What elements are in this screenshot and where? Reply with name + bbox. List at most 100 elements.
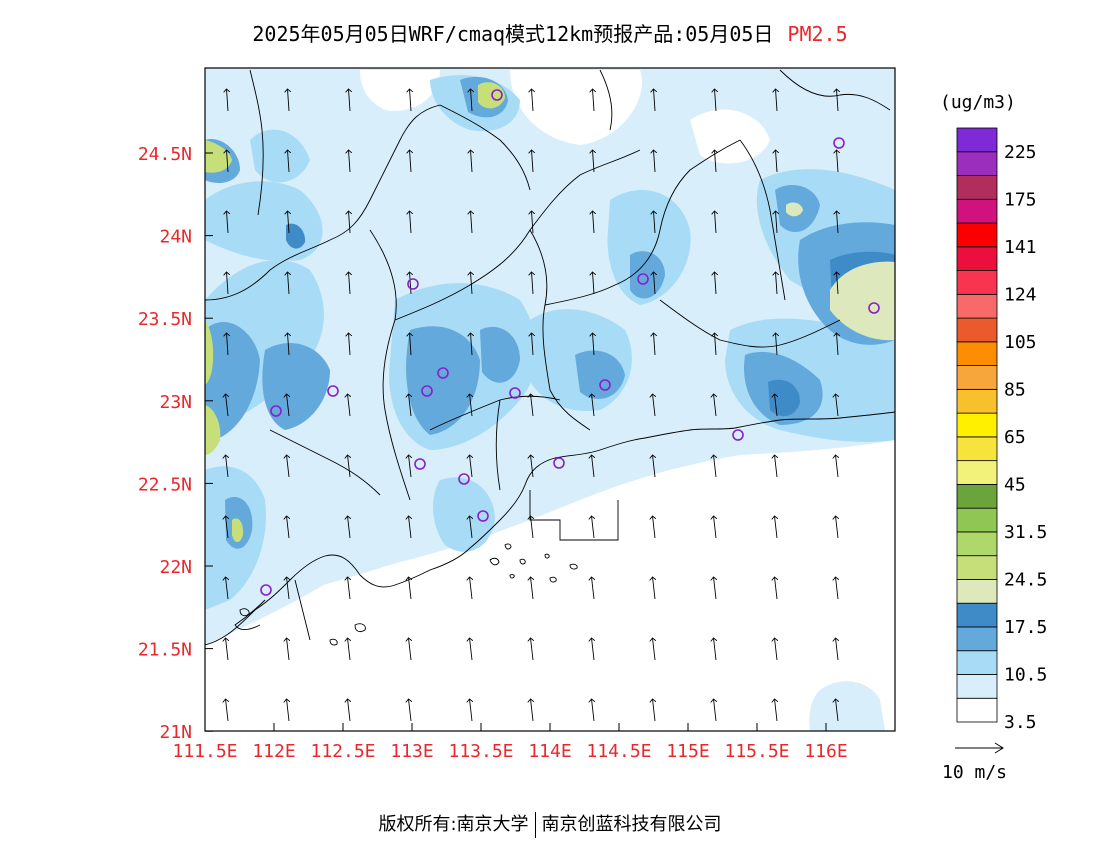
wind-arrow <box>776 272 778 295</box>
site-marker <box>833 137 845 149</box>
wind-arrow <box>715 89 717 112</box>
wind-arrow <box>775 516 778 539</box>
pm25-field <box>205 68 895 731</box>
wind-arrow <box>288 272 290 295</box>
wind-arrow <box>288 211 290 234</box>
wind-arrow <box>470 638 473 661</box>
wind-arrow <box>592 394 595 417</box>
wind-arrow <box>837 150 839 173</box>
wind-arrow <box>654 211 656 234</box>
wind-arrow <box>288 333 290 356</box>
wind-arrow <box>287 638 290 661</box>
wind-arrow <box>226 638 229 661</box>
colorbar-cell <box>956 198 998 224</box>
colorbar-cell <box>956 151 998 176</box>
colorbar-cell <box>956 270 998 295</box>
site-marker <box>270 405 282 417</box>
latitude-axis: 24.5N 24N 23.5N 23N 22.5N 22N 21.5N 21N <box>138 144 213 743</box>
wind-arrow <box>654 333 656 356</box>
colorbar-label: 85 <box>1004 379 1026 400</box>
colorbar-cell <box>956 175 998 200</box>
wind-arrow <box>593 333 595 356</box>
wind-arrow <box>349 211 351 234</box>
wind-arrow <box>714 638 717 661</box>
wind-arrow <box>410 211 412 234</box>
wind-arrow <box>836 455 839 478</box>
wind-arrow <box>470 577 473 600</box>
wind-arrow <box>409 577 412 600</box>
site-marker <box>327 385 339 397</box>
wind-arrow <box>409 516 412 539</box>
wind-arrow <box>837 333 839 356</box>
wind-arrow <box>348 394 351 417</box>
colorbar-cell <box>956 531 998 557</box>
wind-arrow <box>531 638 534 661</box>
wind-arrow <box>837 89 839 112</box>
wind-arrow <box>775 455 778 478</box>
coastline-boundaries <box>205 69 895 646</box>
lat-label: 23N <box>159 392 192 413</box>
wind-arrow <box>226 699 229 722</box>
wind-arrow <box>776 150 778 173</box>
wind-arrow <box>226 455 229 478</box>
wind-arrow <box>287 577 290 600</box>
wind-arrow <box>531 394 534 417</box>
site-marker <box>477 510 489 522</box>
wind-legend-arrowhead <box>994 742 1004 754</box>
lat-label: 24N <box>159 227 192 248</box>
wind-arrow <box>348 577 351 600</box>
wind-arrow <box>348 638 351 661</box>
wind-arrow <box>532 150 534 173</box>
site-marker <box>260 584 272 596</box>
colorbar-label: 175 <box>1004 189 1037 210</box>
footer-separator <box>534 812 536 838</box>
wind-arrow <box>227 211 229 234</box>
wind-arrow <box>776 89 778 112</box>
wind-arrow <box>653 638 656 661</box>
wind-arrow <box>654 89 656 112</box>
site-marker <box>637 273 649 285</box>
wind-arrow <box>592 516 595 539</box>
wind-arrow <box>226 394 229 417</box>
wind-arrow <box>470 516 473 539</box>
wind-arrow <box>836 394 839 417</box>
longitude-axis: 111.5E 112E 112.5E 113E 113.5E 114E 114.5E 115E… <box>172 723 848 762</box>
wind-arrow <box>287 516 290 539</box>
wind-legend: 10 m/s <box>942 742 1007 783</box>
wind-arrow <box>593 211 595 234</box>
lat-label: 21N <box>159 722 192 743</box>
wind-arrow <box>288 150 290 173</box>
wind-arrow <box>532 272 534 295</box>
title-variable: PM2.5 <box>787 22 848 46</box>
wind-arrow <box>349 333 351 356</box>
wind-arrow <box>593 272 595 295</box>
wind-arrow <box>470 455 473 478</box>
lat-label: 24.5N <box>138 144 192 165</box>
wind-arrow <box>715 333 717 356</box>
wind-arrow <box>714 455 717 478</box>
wind-vectors <box>226 89 839 722</box>
wind-legend-label: 10 m/s <box>942 762 1007 783</box>
wind-arrow <box>409 455 412 478</box>
site-marker <box>553 457 565 469</box>
colorbar-cell <box>956 626 998 652</box>
wind-arrow <box>470 699 473 722</box>
lon-label: 116E <box>804 741 847 762</box>
title-main: 2025年05月05日WRF/cmaq模式12km预报产品:05月05日 <box>252 22 774 46</box>
wind-arrow <box>532 333 534 356</box>
wind-arrow <box>592 577 595 600</box>
wind-arrow <box>531 455 534 478</box>
colorbar-cell <box>956 579 998 604</box>
wind-arrow <box>410 272 412 295</box>
colorbar-cell <box>956 388 998 414</box>
wind-arrow <box>471 89 473 112</box>
wind-arrow <box>532 211 534 234</box>
lat-label: 22.5N <box>138 474 192 495</box>
colorbar-label: 31.5 <box>1004 522 1047 543</box>
wind-arrow <box>349 272 351 295</box>
wind-arrow <box>226 516 229 539</box>
wind-arrow <box>287 455 290 478</box>
wind-arrow <box>349 150 351 173</box>
lat-label: 23.5N <box>138 309 192 330</box>
wind-arrow <box>592 699 595 722</box>
